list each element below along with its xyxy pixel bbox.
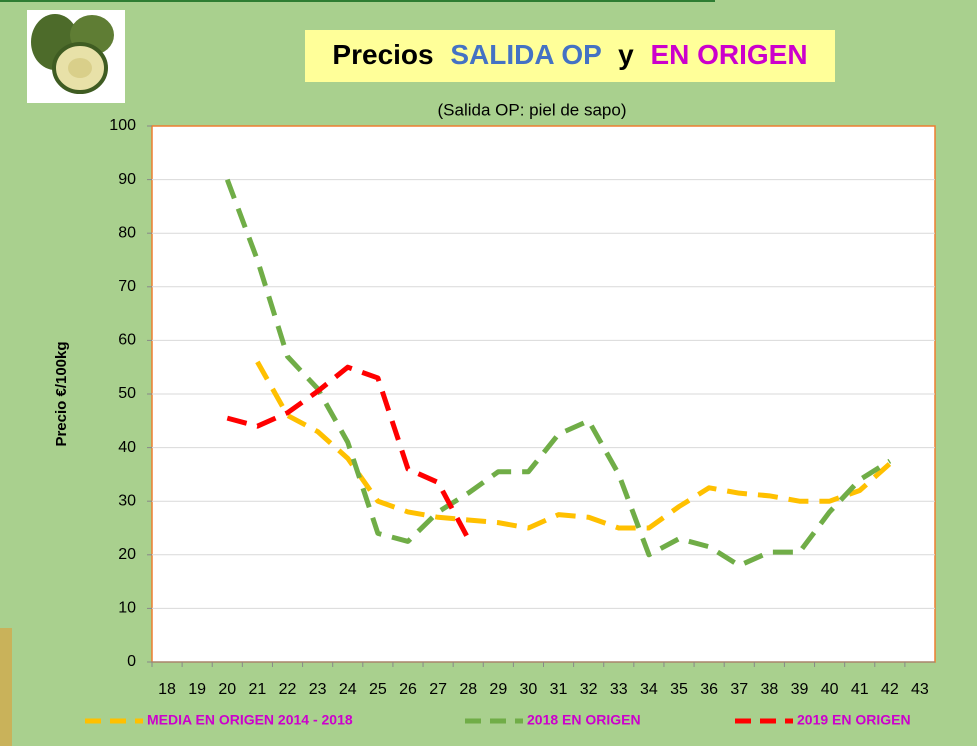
x-tick-label: 31 (550, 681, 568, 698)
title-box (305, 30, 835, 82)
x-tick-label: 32 (580, 681, 598, 698)
title-part: Precios (332, 39, 433, 70)
chart-subtitle: (Salida OP: piel de sapo) (438, 100, 627, 119)
x-tick-label: 40 (821, 681, 839, 698)
x-tick-label: 21 (249, 681, 267, 698)
x-tick-label: 27 (429, 681, 447, 698)
x-tick-label: 24 (339, 681, 357, 698)
series-line (226, 364, 471, 540)
y-tick-label: 80 (118, 224, 136, 241)
x-tick-label: 38 (760, 681, 778, 698)
y-tick-label: 50 (118, 385, 136, 402)
x-tick-label: 41 (851, 681, 869, 698)
series-line (224, 178, 892, 569)
x-tick-label: 30 (520, 681, 538, 698)
side-decoration (0, 628, 12, 746)
y-tick-label: 90 (118, 171, 136, 188)
x-tick-label: 20 (218, 681, 236, 698)
x-tick-label: 28 (459, 681, 477, 698)
y-tick-label: 60 (118, 332, 136, 349)
x-tick-label: 29 (489, 681, 507, 698)
y-tick-label: 70 (118, 278, 136, 295)
x-tick-label: 36 (700, 681, 718, 698)
y-tick-label: 30 (118, 492, 136, 509)
x-tick-label: 43 (911, 681, 929, 698)
x-tick-label: 18 (158, 681, 176, 698)
x-tick-label: 39 (791, 681, 809, 698)
series-line (255, 360, 892, 531)
y-tick-label: 0 (127, 653, 136, 670)
x-tick-label: 19 (188, 681, 206, 698)
title-part: SALIDA OP (450, 39, 601, 70)
y-tick-label: 40 (118, 439, 136, 456)
y-tick-label: 10 (118, 600, 136, 617)
x-tick-label: 34 (640, 681, 658, 698)
x-tick-label: 25 (369, 681, 387, 698)
x-tick-label: 22 (279, 681, 297, 698)
chart-title: Precios SALIDA OP y EN ORIGEN (332, 39, 807, 70)
x-tick-label: 35 (670, 681, 688, 698)
title-part: EN ORIGEN (650, 39, 807, 70)
x-tick-label: 23 (309, 681, 327, 698)
y-tick-label: 20 (118, 546, 136, 563)
x-tick-label: 37 (730, 681, 748, 698)
x-tick-label: 33 (610, 681, 628, 698)
y-tick-label: 100 (109, 117, 136, 134)
x-tick-label: 26 (399, 681, 417, 698)
legend-label: 2019 EN ORIGEN (797, 712, 911, 728)
legend-label: 2018 EN ORIGEN (527, 712, 641, 728)
melon-image (27, 10, 125, 103)
legend-label: MEDIA EN ORIGEN 2014 - 2018 (147, 712, 353, 728)
title-part: y (618, 39, 634, 70)
y-axis-label: Precio €/100kg (53, 341, 70, 446)
x-tick-label: 42 (881, 681, 899, 698)
